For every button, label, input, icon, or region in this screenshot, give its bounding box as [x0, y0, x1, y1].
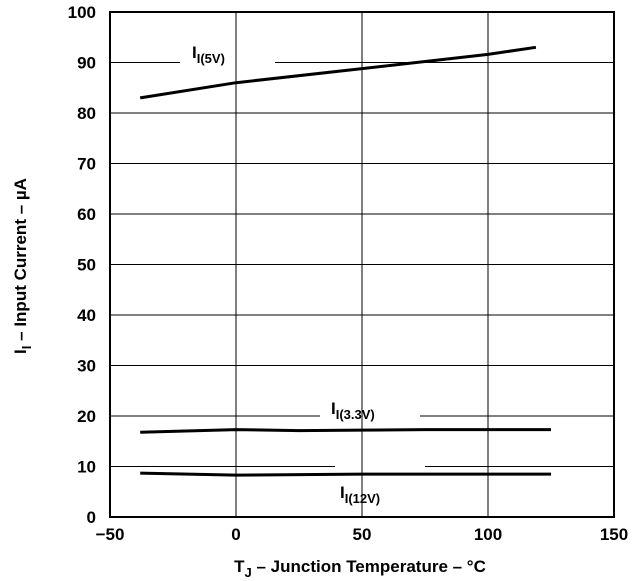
plot-frame — [109, 11, 615, 518]
y-tick-label: 90 — [77, 54, 96, 73]
x-tick-label: 150 — [600, 525, 628, 544]
series-labels: II(5V) II(3.3V) II(12V) — [192, 43, 380, 506]
y-tick-label: 100 — [68, 3, 96, 22]
x-tick-label: 0 — [231, 525, 240, 544]
y-tick-label: 0 — [87, 508, 96, 527]
series-lines — [139, 45, 551, 477]
series-label-12v: II(12V) — [340, 483, 380, 506]
x-axis-title: TJ – Junction Temperature – °C — [234, 557, 486, 580]
x-tick-labels: −50 0 50 100 150 — [96, 525, 629, 544]
x-tick-label: 100 — [474, 525, 502, 544]
y-tick-label: 50 — [77, 256, 96, 275]
y-axis-title: II – Input Current – µA — [11, 178, 34, 354]
y-tick-label: 40 — [77, 306, 96, 325]
y-tick-label: 60 — [77, 205, 96, 224]
series-label-5v: II(5V) — [192, 43, 225, 66]
series-line-0 — [139, 45, 537, 100]
y-tick-labels: 0 10 20 30 40 50 60 70 80 90 100 — [68, 3, 96, 527]
x-tick-label: 50 — [353, 525, 372, 544]
y-tick-label: 20 — [77, 407, 96, 426]
y-tick-label: 10 — [77, 458, 96, 477]
grid-lines — [110, 12, 614, 517]
y-tick-label: 30 — [77, 357, 96, 376]
series-line-2 — [140, 471, 551, 477]
series-label-3-3v: II(3.3V) — [331, 399, 375, 422]
y-tick-label: 80 — [77, 104, 96, 123]
y-tick-label: 70 — [77, 155, 96, 174]
x-tick-label: −50 — [96, 525, 125, 544]
series-line-1 — [140, 428, 551, 434]
